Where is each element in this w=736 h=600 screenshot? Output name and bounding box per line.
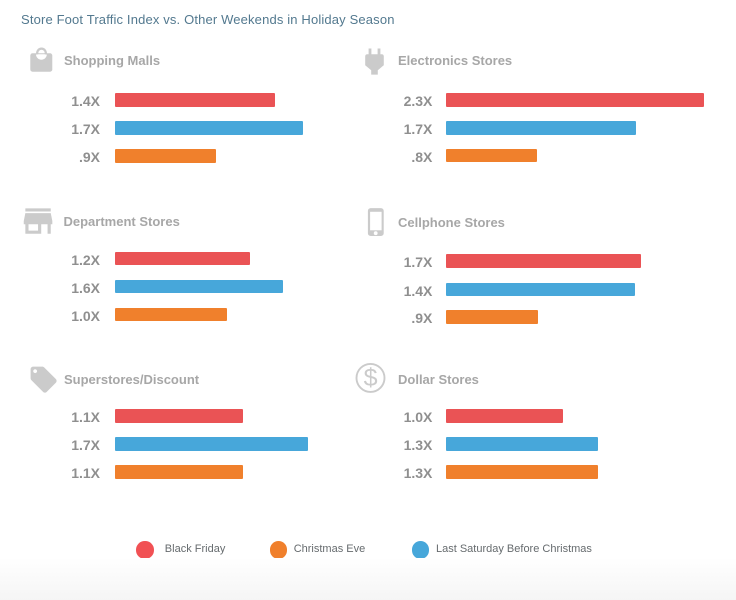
svg-text:$: $	[364, 364, 378, 392]
